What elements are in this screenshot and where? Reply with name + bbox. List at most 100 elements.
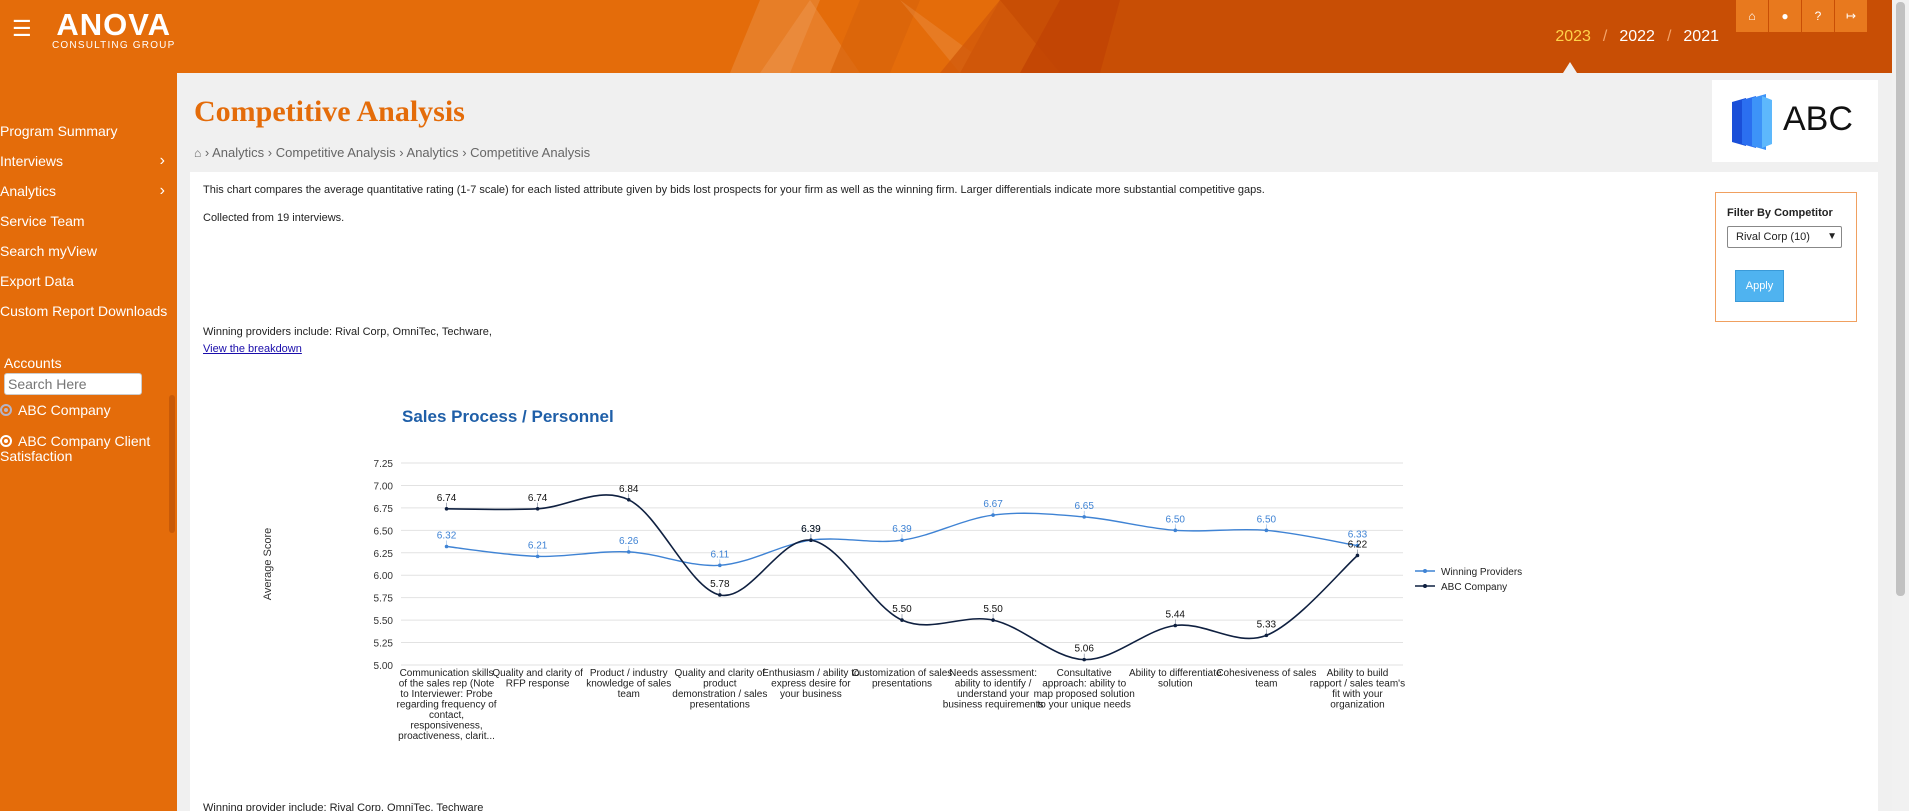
data-point [900, 538, 904, 543]
radio-icon[interactable] [0, 435, 12, 447]
interview-count-text: Collected from 19 interviews. [203, 212, 345, 224]
accounts-search-input[interactable] [4, 373, 142, 395]
x-tick-label-line: of the sales rep (Note [399, 679, 495, 690]
y-axis-label: Average Score [262, 528, 274, 601]
x-tick-label-line: organization [1330, 700, 1384, 711]
view-breakdown-link[interactable]: View the breakdown [203, 343, 302, 355]
x-tick-label: Quality and clarity of RFP response [492, 668, 583, 690]
header-pattern [730, 0, 1909, 73]
data-label: 6.33 [1348, 530, 1368, 541]
data-label: 5.06 [1074, 644, 1094, 655]
sidebar-item-label: Search myView [0, 243, 98, 259]
chevron-right-icon: › [159, 152, 165, 169]
data-label: 6.26 [619, 536, 639, 547]
x-tick-label: Quality and clarity of product demonstrati… [672, 668, 767, 711]
sidebar-item-service-team[interactable]: Service Team [0, 209, 177, 233]
legend-marker [1423, 584, 1427, 588]
year-separator: / [1666, 28, 1672, 45]
home-icon[interactable]: ⌂ [1736, 0, 1768, 32]
breadcrumb-item[interactable]: Analytics [212, 145, 265, 160]
breadcrumb-item[interactable]: Competitive Analysis [275, 145, 396, 160]
sidebar-item-custom-report-downloads[interactable]: Custom Report Downloads [0, 299, 177, 323]
x-tick-label-line: solution [1158, 679, 1192, 690]
chart-legend: Winning Providers ABC Company [1415, 567, 1522, 593]
home-icon[interactable]: ⌂ [194, 146, 202, 160]
page-scrollbar-thumb[interactable] [1896, 2, 1905, 596]
filter-panel: Filter By Competitor Rival Corp (10) ▼ Ap… [1715, 192, 1857, 322]
account-radio-abc-client-satisfaction[interactable]: ABC Company Client Satisfaction [0, 434, 170, 464]
sidebar-item-program-summary[interactable]: Program Summary [0, 119, 177, 143]
client-logo-text: ABC [1783, 100, 1853, 138]
data-point [626, 550, 631, 554]
page-scrollbar[interactable] [1892, 0, 1909, 811]
x-tick-label-line: demonstration / sales [672, 689, 767, 700]
data-point [1264, 528, 1269, 533]
x-tick-label-line: Ability to differentiate [1129, 668, 1222, 679]
radio-selected-icon[interactable] [0, 404, 12, 416]
data-point [1355, 543, 1360, 548]
x-tick-label-line: ability to identify / [955, 679, 1032, 690]
breadcrumb-item[interactable]: Analytics [406, 145, 459, 160]
x-axis-labels: Communication skills of the sales rep (No… [397, 668, 1406, 742]
chevron-right-icon: › [159, 182, 165, 199]
series-lines [446, 494, 1358, 661]
x-tick-label-line: Cohesiveness of sales [1216, 668, 1316, 679]
x-tick-label-line: team [618, 689, 640, 700]
anova-logo[interactable]: ANOVA CONSULTING GROUP [52, 9, 176, 52]
data-label: 6.21 [528, 540, 548, 551]
data-point [1173, 623, 1178, 628]
x-tick-label-line: understand your [957, 689, 1030, 700]
hamburger-icon[interactable]: ☰ [12, 16, 32, 41]
account-radio-abc-company[interactable]: ABC Company [0, 403, 170, 418]
data-point [1355, 553, 1360, 558]
x-tick-label-line: approach: ability to [1042, 679, 1126, 690]
y-tick-label: 5.75 [374, 594, 394, 605]
data-label: 6.50 [1166, 514, 1186, 525]
year-2023[interactable]: 2023 [1555, 28, 1591, 45]
chart-grid [401, 462, 1403, 666]
y-tick-label: 6.25 [374, 549, 394, 560]
logo-sub-text: CONSULTING GROUP [52, 40, 176, 51]
breadcrumb: ⌂ › Analytics › Competitive Analysis › A… [194, 145, 590, 160]
sidebar-item-search-myview[interactable]: Search myView [0, 239, 177, 263]
active-year-marker [1563, 62, 1577, 73]
competitor-select-value: Rival Corp (10) [1736, 231, 1810, 243]
x-tick-label-line: presentations [872, 679, 932, 690]
data-label: 6.22 [1348, 539, 1368, 550]
data-label: 6.11 [710, 549, 729, 560]
page-title: Competitive Analysis [194, 95, 465, 128]
year-2021[interactable]: 2021 [1683, 28, 1719, 45]
sidebar-item-analytics[interactable]: Analytics › [0, 179, 177, 203]
data-label: 5.50 [983, 604, 1003, 615]
help-icon[interactable]: ? [1802, 0, 1834, 32]
sidebar-item-interviews[interactable]: Interviews › [0, 149, 177, 173]
x-tick-label-line: proactiveness, clarit... [398, 731, 495, 742]
data-point [1173, 528, 1178, 533]
y-tick-label: 5.50 [374, 616, 394, 627]
winning-providers-text: Winning providers include: Rival Corp, O… [203, 326, 492, 338]
competitor-select[interactable]: Rival Corp (10) ▼ [1727, 226, 1842, 248]
x-tick-label-line: Quality and clarity of [675, 668, 766, 679]
account-label: ABC Company [18, 402, 111, 418]
x-tick-label-line: map proposed solution [1034, 689, 1135, 700]
data-label: 6.65 [1074, 501, 1094, 512]
sidebar: Program Summary Interviews › Analytics › S… [0, 73, 177, 811]
logout-icon[interactable]: ↦ [1835, 0, 1867, 32]
data-point [718, 563, 722, 568]
sidebar-scrollbar[interactable] [169, 395, 175, 533]
x-tick-label-line: business requirements [943, 700, 1044, 711]
user-icon[interactable]: ● [1769, 0, 1801, 32]
y-tick-label: 6.50 [374, 526, 394, 537]
x-tick-label-line: your business [780, 689, 842, 700]
data-point [535, 506, 540, 511]
data-label: 6.74 [528, 493, 548, 504]
account-label: ABC Company Client Satisfaction [0, 433, 151, 464]
sidebar-item-export-data[interactable]: Export Data [0, 269, 177, 293]
x-tick-label: Product / industry knowledge of sales team [586, 668, 671, 700]
header-icon-bar: ⌂ ● ? ↦ [1736, 0, 1867, 32]
main-panel: Competitive Analysis ⌂ › Analytics › Com… [177, 73, 1892, 811]
year-2022[interactable]: 2022 [1619, 28, 1655, 45]
x-tick-label: Needs assessment: ability to identify / un… [943, 668, 1044, 711]
x-tick-label-line: regarding frequency of [397, 700, 497, 711]
apply-button[interactable]: Apply [1735, 270, 1784, 302]
